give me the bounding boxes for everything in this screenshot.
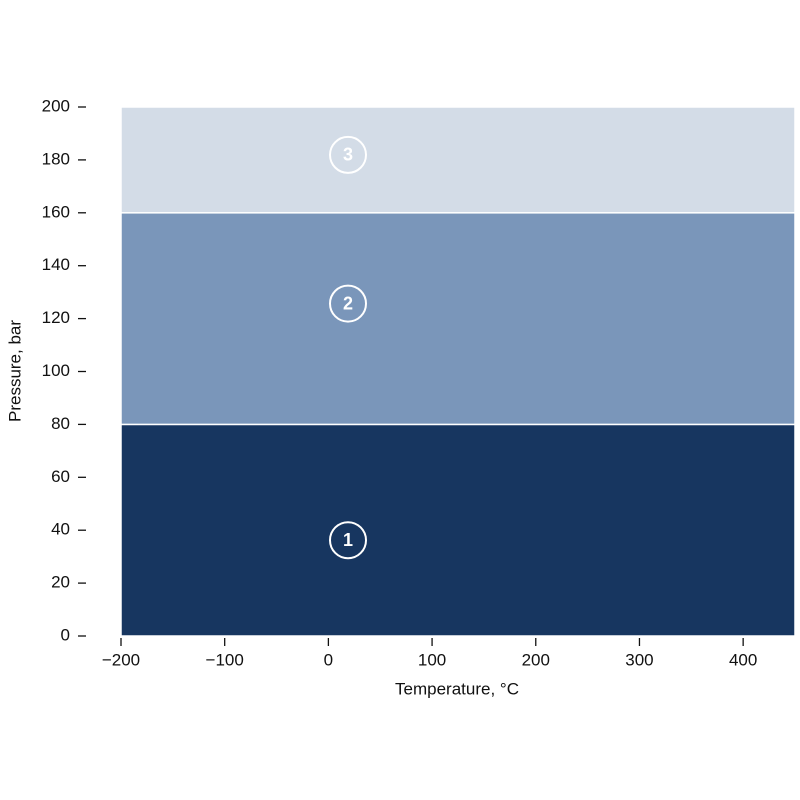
y-tick-label: 80 [51,414,70,433]
band-label: 3 [343,145,353,165]
y-tick-label: 180 [42,149,70,168]
x-tick-label: 200 [522,650,550,669]
y-tick-label: 140 [42,255,70,274]
band [120,212,796,426]
band [120,423,796,637]
y-tick-label: 0 [61,625,70,644]
x-tick-label: 300 [625,650,653,669]
band-marker [329,284,367,323]
band-marker [329,521,367,560]
band-label: 2 [343,293,353,313]
band-label: 1 [343,530,353,550]
x-tick-label: 400 [729,650,757,669]
y-tick-label: 200 [42,96,70,115]
y-tick-label: 120 [42,308,70,327]
x-axis-label: Temperature, °C [395,679,519,698]
band [120,106,796,214]
y-tick-label: 100 [42,361,70,380]
y-tick-label: 60 [51,467,70,486]
y-axis-label: Pressure, bar [5,320,24,422]
x-tick-label: 0 [324,650,333,669]
y-tick-label: 160 [42,202,70,221]
y-tick-label: 20 [51,573,70,592]
x-tick-label: 100 [418,650,446,669]
band-marker [329,135,367,174]
x-tick-label: −100 [206,650,244,669]
y-tick-label: 40 [51,520,70,539]
x-tick-label: −200 [102,650,140,669]
